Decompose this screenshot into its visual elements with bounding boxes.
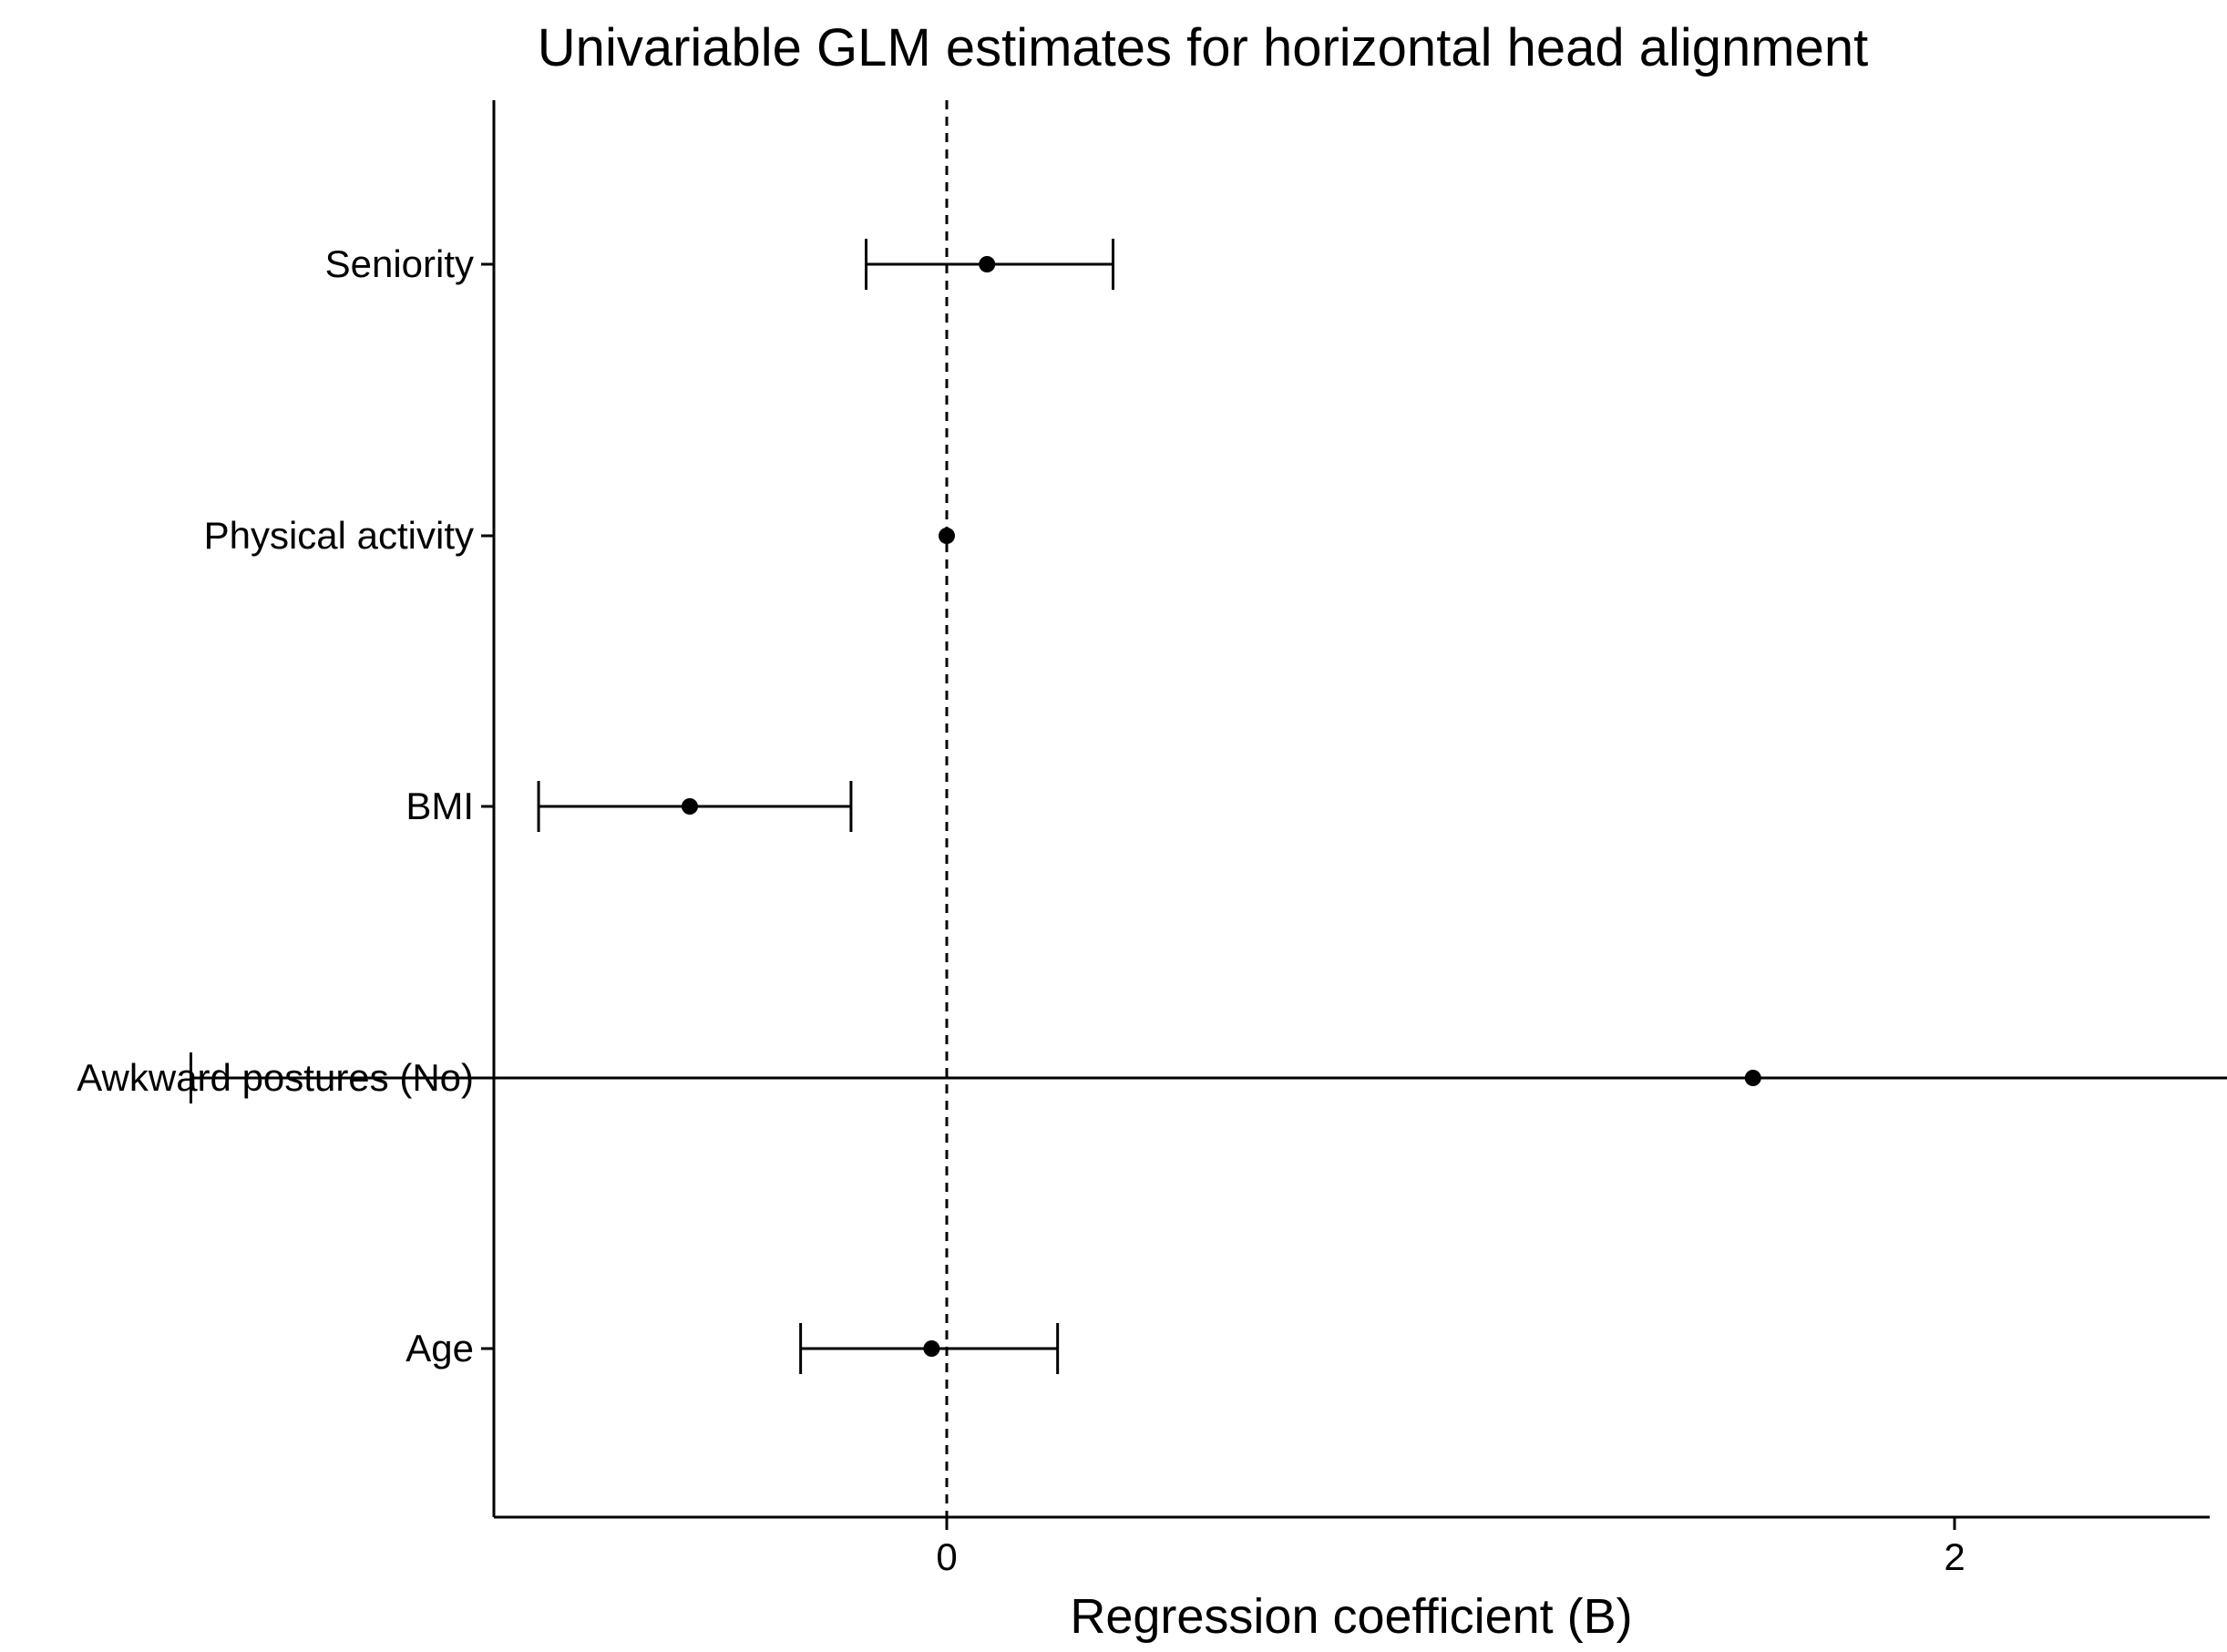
estimate-marks	[190, 239, 2227, 1374]
x-tick-label: 2	[1944, 1535, 1965, 1578]
estimate-point	[681, 798, 698, 815]
x-tick-group: 024	[936, 1517, 1965, 1578]
x-axis-label: Regression coefficient (B)	[1070, 1589, 1632, 1644]
y-tick-label: Age	[405, 1327, 474, 1370]
y-tick-label: Seniority	[325, 242, 474, 285]
estimate-point	[1744, 1070, 1761, 1086]
y-tick-label: Physical activity	[204, 514, 474, 557]
chart-title: Univariable GLM estimates for horizontal…	[538, 18, 1868, 77]
estimate-point	[979, 256, 996, 272]
y-tick-label: BMI	[405, 785, 474, 827]
x-tick-label: 0	[936, 1535, 957, 1578]
estimate-point	[939, 528, 955, 544]
estimate-point	[923, 1340, 940, 1357]
